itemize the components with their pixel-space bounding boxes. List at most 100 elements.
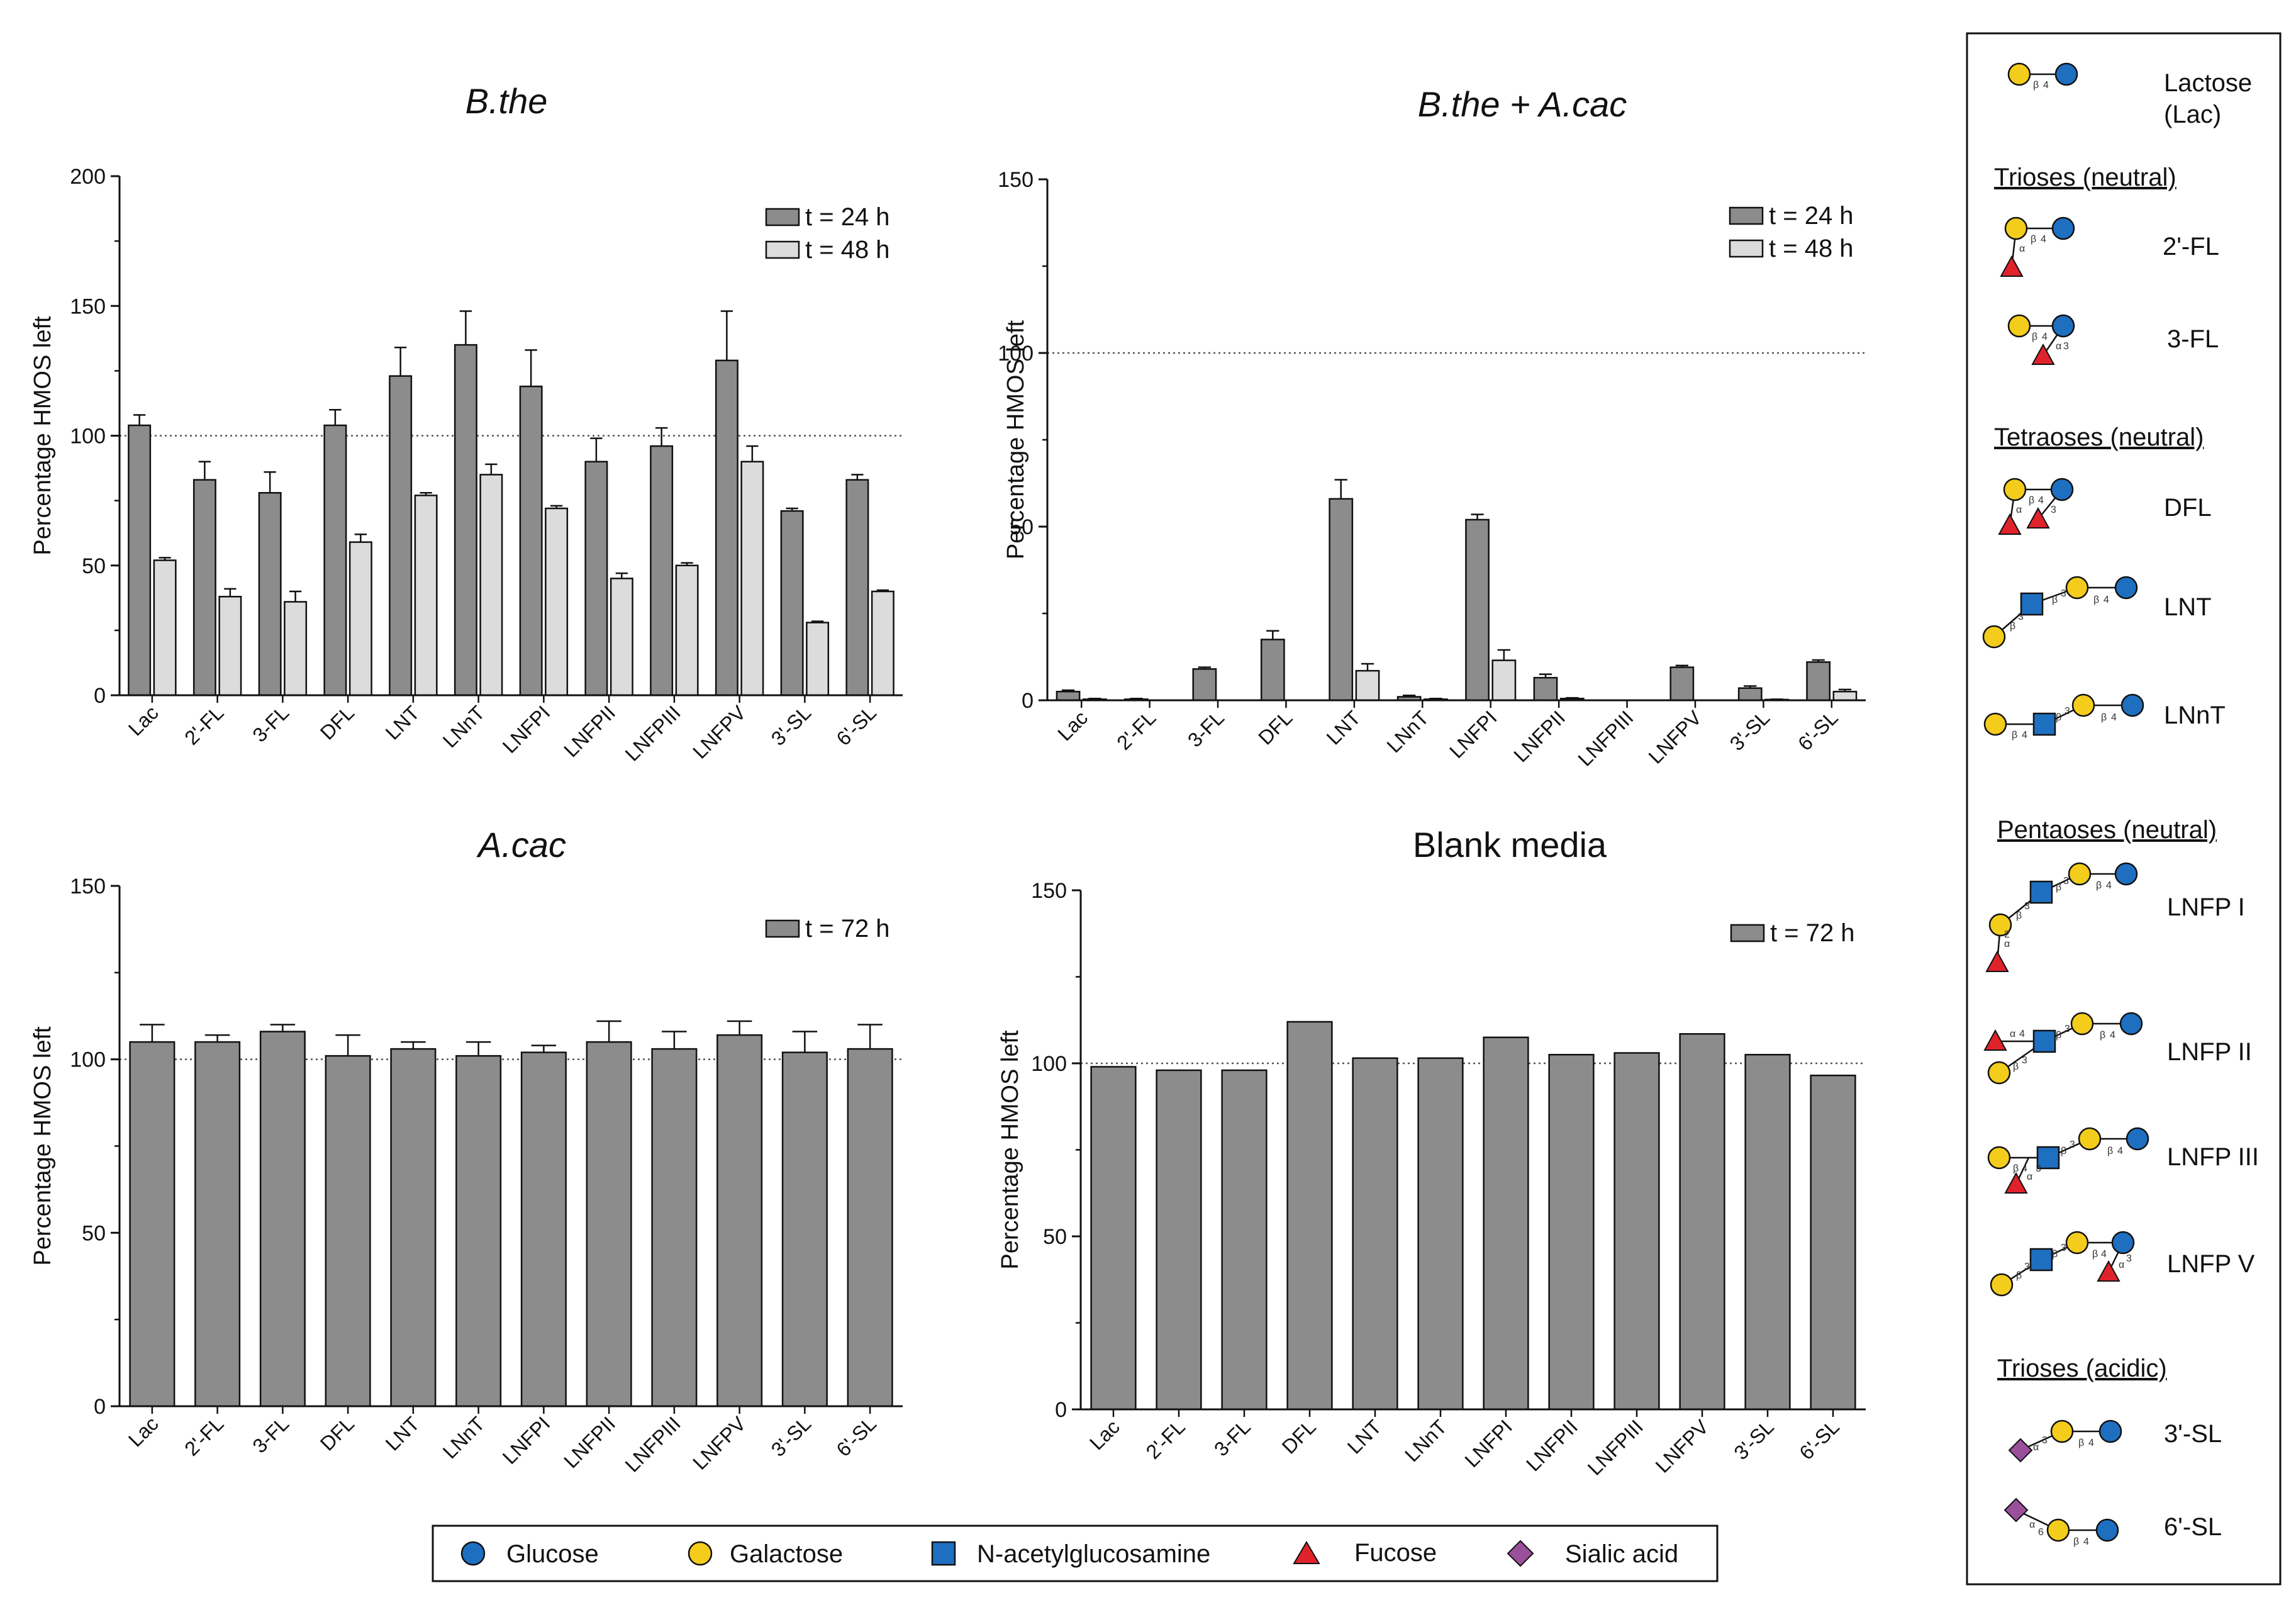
bar <box>1056 690 1081 702</box>
x-tick-label: Lac <box>124 701 163 740</box>
linkage-label: β <box>2032 332 2037 342</box>
bar <box>781 1051 828 1407</box>
key-label-3sl: 3'-SL <box>2164 1420 2222 1448</box>
x-tick-label: LNFPV <box>688 701 750 763</box>
bar <box>1090 1066 1137 1411</box>
y-axis-label: Percentage HMOS left <box>30 1026 56 1266</box>
key-label-lnnt: LNnT <box>2164 702 2226 729</box>
x-tick-label: DFL <box>1278 1415 1320 1458</box>
y-tick-label: 0 <box>94 1395 106 1419</box>
linkage-label: β <box>2052 1249 2058 1260</box>
linkage-label: α <box>2016 505 2022 515</box>
fucose-icon <box>2004 1172 2028 1194</box>
linkage-label: 3 <box>2018 612 2024 622</box>
glucose-icon <box>2050 478 2074 501</box>
bar <box>715 359 738 697</box>
blue-circle-icon <box>460 1541 486 1566</box>
x-tick-label: LNFPI <box>498 701 555 758</box>
bar <box>520 1051 567 1407</box>
legend-glucose: Glucose <box>506 1540 599 1568</box>
glucose-icon <box>2095 1518 2119 1542</box>
linkage-label: 3 <box>2065 706 2070 717</box>
x-tick-label: Lac <box>1053 706 1092 745</box>
key-label-lnfp2: LNFP II <box>2167 1038 2252 1066</box>
legend-label: t = 24 h <box>1769 202 1854 230</box>
linkage-label: α <box>2019 243 2025 254</box>
linkage-label: β <box>2061 1146 2066 1156</box>
bar <box>1156 1069 1202 1411</box>
linkage-label: 4 <box>2106 880 2112 891</box>
legend-galactose: Galactose <box>730 1540 843 1568</box>
bar <box>1806 661 1831 702</box>
bar <box>218 596 242 697</box>
x-tick-label: DFL <box>316 1412 359 1455</box>
x-tick-label: 3'-SL <box>1729 1415 1778 1464</box>
bar <box>323 424 347 697</box>
linkage-label: 3 <box>2061 1243 2066 1253</box>
bar <box>1260 639 1285 702</box>
x-tick-label: 6'-SL <box>1795 1415 1844 1464</box>
bar <box>675 564 699 697</box>
sialic-acid-icon <box>2003 1497 2029 1523</box>
x-tick-label: LNFPII <box>559 701 620 761</box>
fucose-icon <box>1983 1029 2007 1051</box>
linkage-label: 3 <box>2036 1163 2041 1174</box>
galactose-icon <box>2046 1518 2070 1542</box>
linkage-label: 4 <box>2101 1249 2107 1260</box>
glcnac-icon <box>2029 880 2053 904</box>
linkage-label: 2 <box>2004 929 2010 940</box>
legend-sialic-acid: Sialic acid <box>1565 1540 1678 1568</box>
key-label-lactose-abbrev: (Lac) <box>2164 101 2221 128</box>
linkage-label: 3 <box>2024 901 2030 912</box>
y-tick-label: 100 <box>70 1048 106 1072</box>
linkage-label: 4 <box>2022 1163 2027 1174</box>
key-label-lnfp3: LNFP III <box>2167 1143 2259 1171</box>
bar <box>348 541 372 697</box>
bar <box>1669 666 1695 702</box>
legend-swatch <box>765 208 800 227</box>
bar <box>390 1048 437 1407</box>
red-triangle-icon <box>1293 1541 1320 1564</box>
galactose-icon <box>2065 1231 2089 1255</box>
bar <box>519 385 543 697</box>
x-tick-label: LNFPV <box>1651 1415 1714 1477</box>
linkage-label: α <box>2027 1172 2032 1182</box>
y-tick-label: 150 <box>998 168 1034 192</box>
bar <box>650 445 674 697</box>
x-tick-label: 6'-SL <box>1793 706 1842 755</box>
purple-diamond-icon <box>1507 1540 1534 1567</box>
key-label-3fl: 3-FL <box>2167 325 2219 353</box>
linkage-label: 3 <box>2042 1435 2048 1446</box>
bar <box>1744 1054 1791 1411</box>
monosaccharide-legend-frame <box>432 1525 1719 1582</box>
galactose-icon <box>2003 478 2027 501</box>
bar <box>194 1041 241 1407</box>
linkage-label: α <box>2056 341 2061 352</box>
x-tick-label: LNFPIII <box>1573 706 1637 770</box>
yellow-circle-icon <box>688 1541 713 1566</box>
x-tick-label: DFL <box>1254 706 1296 749</box>
legend-label: t = 24 h <box>805 203 890 231</box>
bar <box>389 375 413 697</box>
x-tick-label: 2'-FL <box>1112 706 1160 754</box>
linkage-label: α <box>2010 1029 2015 1039</box>
legend-label: t = 72 h <box>1770 919 1855 947</box>
bar <box>259 1031 306 1407</box>
linkage-label: β <box>2092 1249 2098 1260</box>
galactose-icon <box>1982 625 2006 649</box>
y-tick-label: 50 <box>1010 515 1034 539</box>
bar <box>1221 1069 1268 1411</box>
bar <box>845 479 869 697</box>
x-tick-label: LNFPV <box>1644 706 1707 768</box>
x-tick-label: 6'-SL <box>832 1412 881 1461</box>
monosaccharide-legend: Glucose Galactose N-acetylglucosamine Fu… <box>432 1525 1719 1582</box>
chart-legend: t = 72 h <box>1730 919 1855 947</box>
key-group-trioses-neutral: Trioses (neutral) <box>1994 164 2176 191</box>
linkage-label: 4 <box>2042 332 2048 342</box>
linkage-label: 4 <box>2019 1029 2025 1039</box>
x-tick-label: LNFPII <box>1522 1415 1582 1475</box>
galactose-icon <box>2068 862 2092 886</box>
legend-swatch <box>1730 924 1765 943</box>
y-tick-label: 100 <box>1031 1052 1067 1076</box>
linkage-label: β <box>2052 595 2058 605</box>
